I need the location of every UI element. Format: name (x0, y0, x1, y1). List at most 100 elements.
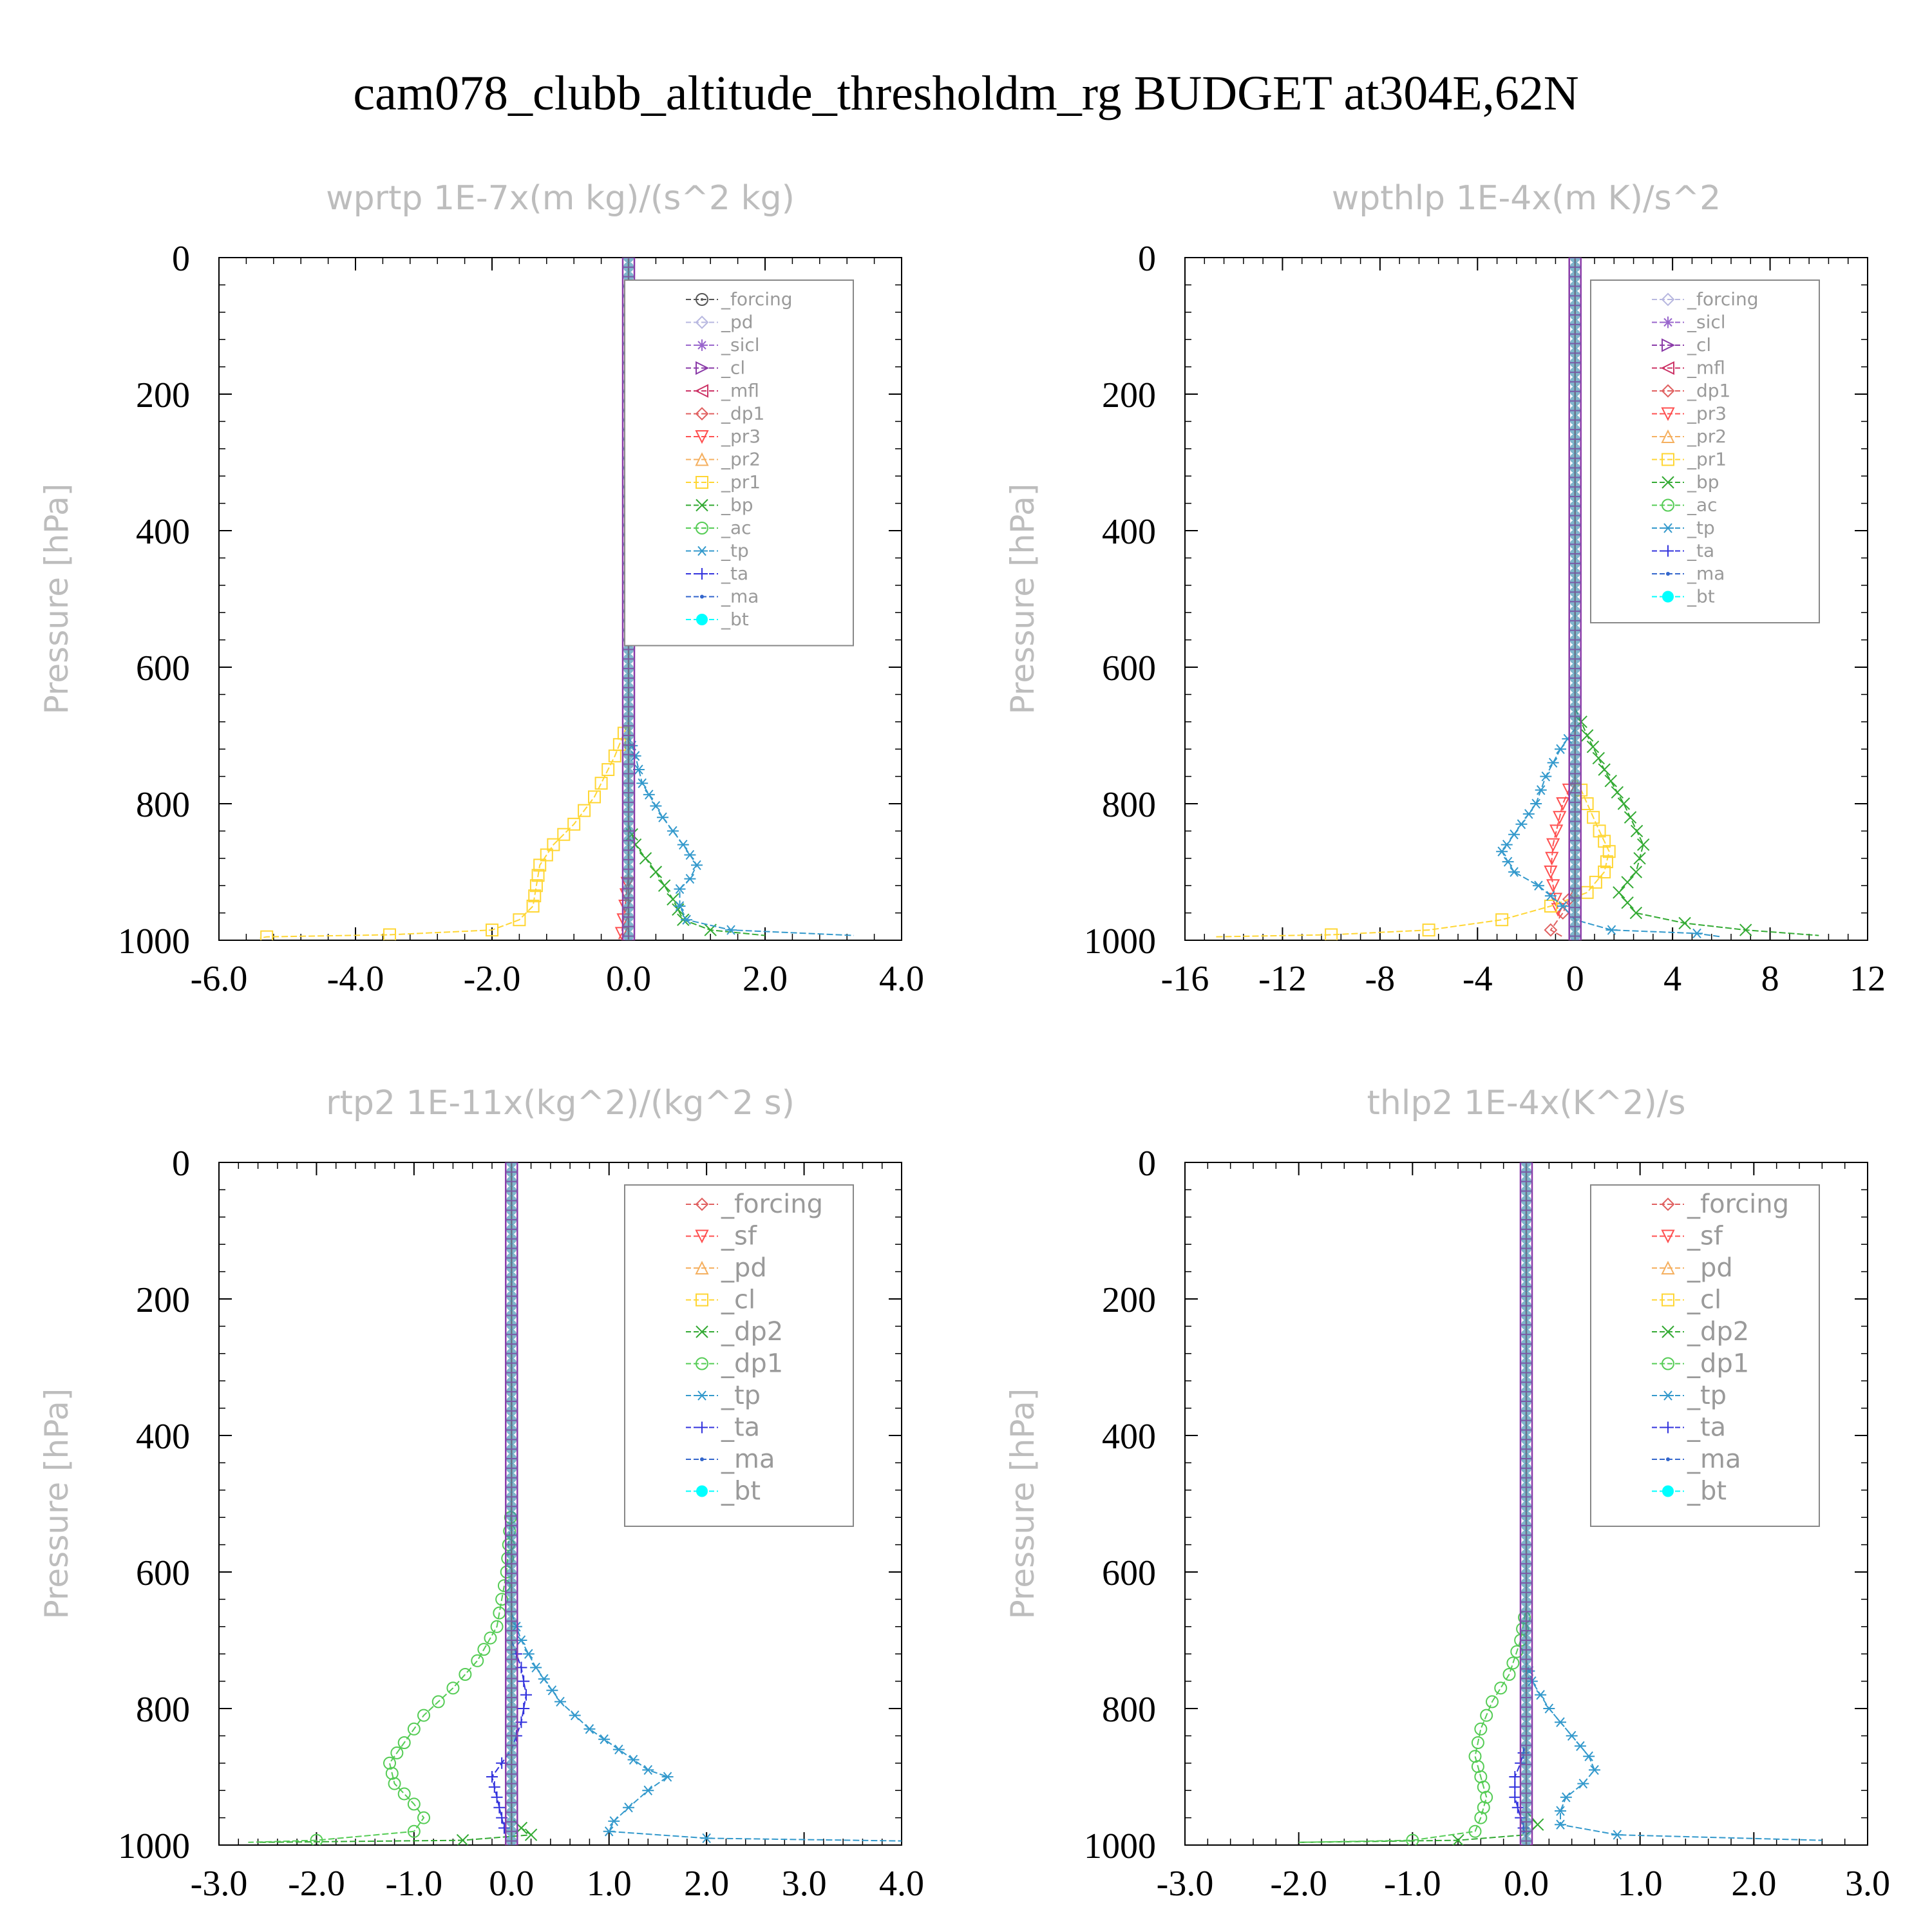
legend-label: _bt (1687, 586, 1715, 607)
legend-label: _pd (1687, 1253, 1733, 1283)
y-tick-label: 400 (1102, 1417, 1156, 1457)
legend-item: _pr3 (1652, 403, 1727, 424)
legend-box (624, 1184, 854, 1527)
x-tick-label: 1.0 (1618, 1864, 1663, 1904)
legend-label: _dp2 (1687, 1317, 1749, 1347)
series-marker (1593, 824, 1606, 838)
legend-label: _bt (721, 1477, 761, 1506)
legend-marker (1661, 292, 1675, 307)
series-marker (1531, 1818, 1544, 1831)
y-tick-label: 200 (1102, 375, 1156, 415)
legend-label: _pr1 (1687, 449, 1727, 470)
legend-marker (1662, 338, 1676, 352)
series-marker (1589, 875, 1602, 889)
series-marker (1574, 1741, 1586, 1751)
series-marker (1580, 729, 1594, 742)
series-marker (1535, 1690, 1547, 1700)
legend-box (1590, 279, 1820, 623)
legend-marker (695, 407, 709, 421)
series-marker (1494, 1681, 1508, 1695)
series-marker (1586, 740, 1600, 753)
legend-label: _ta (721, 1413, 760, 1443)
legend-item: _dp2 (1652, 1317, 1749, 1347)
legend-marker (696, 498, 708, 512)
legend-marker (696, 1485, 708, 1497)
legend-item: _dp1 (686, 403, 764, 424)
legend-label: _forcing (1687, 289, 1759, 310)
legend-marker (1662, 545, 1674, 557)
series-marker (407, 1797, 421, 1811)
legend-item: _pd (686, 1253, 767, 1283)
legend-item: _tp (1652, 1381, 1727, 1410)
legend-marker (1662, 591, 1674, 603)
series-marker (407, 1722, 421, 1736)
legend-label: _ma (721, 586, 759, 607)
legend: _forcing_sicl_cl_mfl_dp1_pr3_pr2_pr1_bp_… (1590, 279, 1820, 623)
series-marker (1549, 824, 1564, 838)
x-tick-label: -1.0 (1384, 1864, 1441, 1904)
legend-label: _mfl (1687, 357, 1725, 379)
legend-label: _pr2 (1687, 426, 1727, 447)
y-tick-label: 600 (136, 649, 190, 688)
series-marker (1629, 906, 1643, 920)
series-marker (1515, 819, 1528, 829)
legend: _forcing_pd_sicl_cl_mfl_dp1_pr3_pr2_pr1_… (624, 279, 854, 647)
series-marker (477, 1643, 491, 1656)
legend-marker (1666, 1457, 1670, 1461)
legend-item: _ac (1652, 495, 1718, 516)
legend-item: _pd (1652, 1253, 1733, 1283)
series-marker (491, 1791, 503, 1803)
x-tick-label: -2.0 (1270, 1864, 1327, 1904)
legend-item: _bp (1652, 471, 1719, 493)
panel-title: rtp2 1E-11x(kg^2)/(kg^2 s) (326, 1084, 795, 1122)
legend-item: _cl (686, 1285, 755, 1315)
series-marker (1501, 839, 1513, 850)
legend-label: _tp (1687, 1381, 1727, 1410)
legend-marker (1660, 361, 1674, 375)
legend-marker (1662, 1293, 1674, 1307)
series-marker (431, 1695, 445, 1709)
series-marker (657, 812, 668, 822)
legend-label: _mfl (721, 380, 759, 401)
x-tick-label: 8 (1761, 959, 1779, 999)
legend-item: _sicl (686, 334, 760, 355)
legend-label: _ta (1687, 1413, 1726, 1443)
x-tick-label: -2.0 (464, 959, 521, 999)
legend-item: _sf (1652, 1222, 1723, 1251)
x-tick-label: 2.0 (743, 959, 788, 999)
legend-label: _dp1 (721, 403, 764, 424)
legend-marker (1666, 572, 1670, 576)
series-line-pr1 (260, 258, 629, 939)
legend-label: _pd (721, 312, 753, 333)
legend-marker (696, 476, 708, 489)
legend-marker (695, 430, 709, 444)
series-marker (1577, 1778, 1589, 1789)
series-marker (1544, 900, 1557, 913)
series-marker (627, 1754, 639, 1765)
legend-marker (1662, 1357, 1674, 1370)
series-marker (681, 914, 693, 925)
series-marker (493, 1801, 506, 1814)
series-marker (1739, 923, 1752, 936)
series-marker (1617, 797, 1631, 810)
x-tick-label: 0.0 (1504, 1864, 1549, 1904)
series-marker (531, 869, 545, 882)
zero-column (1568, 258, 1582, 940)
series-line-dp1 (1298, 1162, 1527, 1843)
x-tick-label: 4.0 (879, 1864, 924, 1904)
series-marker (484, 1631, 497, 1645)
legend: _forcing _sf_pd_cl_dp2_dp1_tp _ta_ma _bt (1590, 1184, 1820, 1527)
legend-item: _bt (1652, 586, 1715, 607)
legend-label: _ta (721, 563, 748, 584)
panel-3: rtp2 1E-11x(kg^2)/(kg^2 s) Pressure [hPa]… (38, 1084, 924, 1904)
legend-label: _bp (1687, 471, 1719, 493)
plot-area (1214, 258, 1819, 940)
series-marker (684, 873, 696, 884)
series-marker (1502, 1668, 1516, 1681)
y-axis-label: Pressure [hPa] (38, 484, 75, 715)
series-marker (639, 852, 652, 865)
series-marker (417, 1709, 430, 1722)
legend-marker (1662, 476, 1674, 489)
legend-item: _bt (1652, 1477, 1727, 1506)
y-tick-label: 600 (1102, 1553, 1156, 1593)
